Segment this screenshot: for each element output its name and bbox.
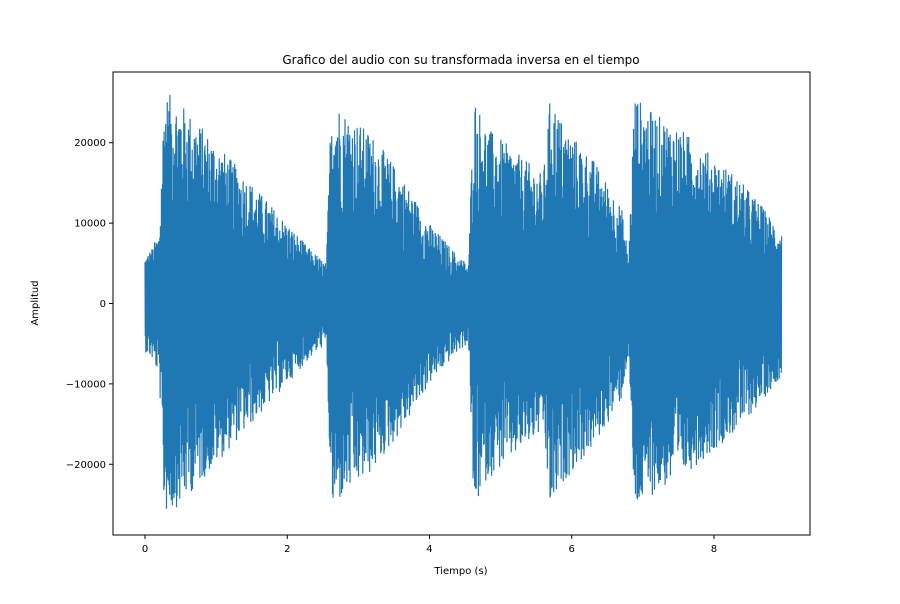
x-tick-label: 2 [284, 544, 290, 555]
x-axis-label: Tiempo (s) [433, 566, 487, 577]
x-tick-label: 8 [711, 544, 717, 555]
waveform-series-line [144, 94, 783, 509]
waveform-layer [144, 94, 783, 509]
y-tick-label: 0 [100, 299, 106, 310]
x-tick-label: 6 [569, 544, 575, 555]
y-tick-label: −10000 [66, 379, 106, 390]
chart-title: Grafico del audio con su transformada in… [282, 53, 639, 67]
y-axis: −20000 −10000 0 10000 20000 [66, 138, 113, 471]
y-tick-label: −20000 [66, 460, 106, 471]
y-axis-label: Amplitud [30, 280, 41, 325]
y-tick-label: 20000 [74, 138, 106, 149]
x-axis: 0 2 4 6 8 [142, 535, 717, 555]
y-tick-label: 10000 [74, 219, 106, 230]
x-tick-label: 0 [142, 544, 148, 555]
x-tick-label: 4 [426, 544, 432, 555]
